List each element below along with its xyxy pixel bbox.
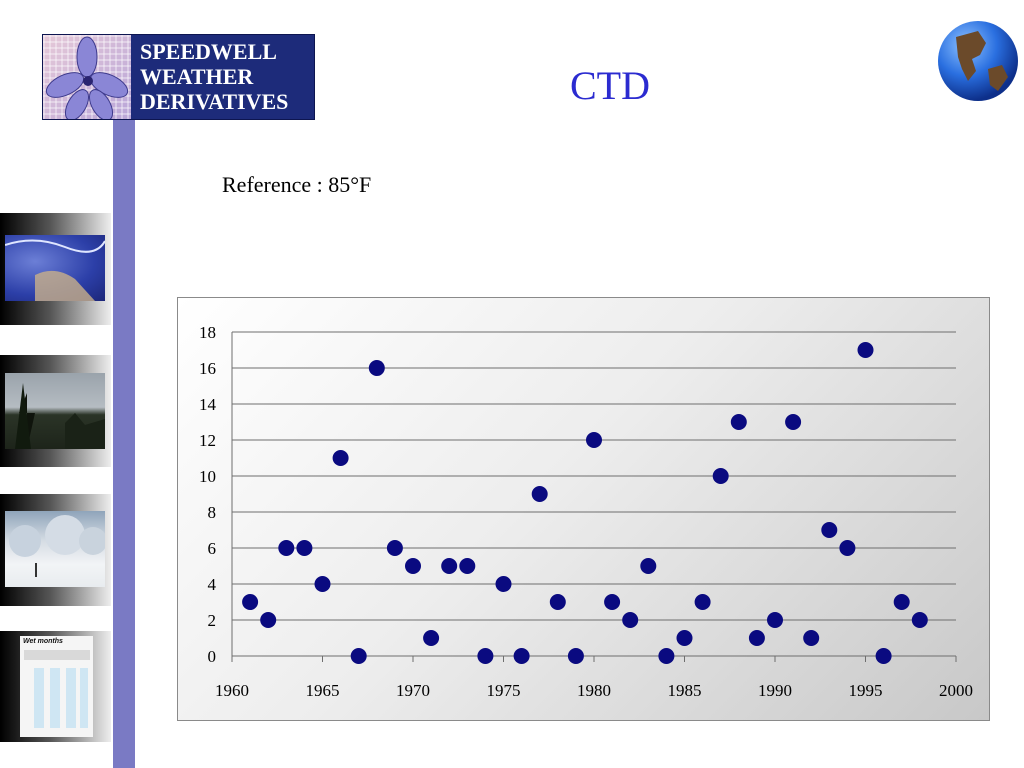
thumbnail-weather-map	[0, 213, 111, 325]
data-point	[423, 630, 440, 646]
y-tick-label: 18	[199, 323, 216, 342]
x-tick-label: 1990	[758, 681, 792, 700]
data-point	[911, 612, 928, 628]
data-point	[767, 612, 783, 628]
x-tick-label: 1970	[396, 681, 430, 700]
data-point	[857, 342, 874, 358]
ctd-scatter-chart: 0 2 4 6 8 10 12 14 16 18 1960 1965 1970 1975 1980 1985 1…	[177, 297, 990, 721]
data-point	[260, 612, 277, 628]
data-point	[658, 648, 675, 664]
data-point	[622, 612, 639, 628]
data-point	[242, 594, 259, 610]
data-point	[893, 594, 910, 610]
data-point	[477, 648, 494, 664]
speedwell-logo: SPEEDWELL WEATHER DERIVATIVES	[42, 34, 315, 120]
thumbnail-forest	[0, 355, 111, 467]
thumbnail-snow	[0, 494, 111, 606]
data-point	[712, 468, 729, 484]
data-point	[730, 414, 747, 430]
x-tick-label: 1965	[306, 681, 340, 700]
y-tick-label: 10	[199, 467, 216, 486]
y-tick-label: 0	[208, 647, 217, 666]
wet-months-infographic-icon: Wet months	[20, 636, 93, 737]
flower-logo-icon	[43, 35, 131, 119]
data-point	[386, 540, 403, 556]
data-point	[441, 558, 458, 574]
weather-map-image-icon	[5, 235, 105, 301]
y-tick-label: 14	[199, 395, 217, 414]
data-point	[549, 594, 566, 610]
data-point	[314, 576, 331, 592]
data-point	[604, 594, 621, 610]
data-point	[640, 558, 657, 574]
y-tick-label: 6	[208, 539, 217, 558]
data-point	[495, 576, 512, 592]
y-tick-label: 8	[208, 503, 217, 522]
accent-sidebar-bar	[113, 120, 135, 768]
data-point	[839, 540, 856, 556]
slide-title: CTD	[570, 63, 650, 108]
data-point	[459, 558, 476, 574]
x-tick-label: 2000	[939, 681, 973, 700]
data-point	[278, 540, 295, 556]
x-tick-label: 1980	[577, 681, 611, 700]
snowy-trees-image-icon	[5, 511, 105, 587]
logo-line-1: SPEEDWELL	[140, 39, 277, 64]
data-point	[875, 648, 892, 664]
wet-months-caption: Wet months	[23, 638, 63, 645]
data-point	[368, 360, 385, 376]
data-point	[821, 522, 838, 538]
data-point	[513, 648, 530, 664]
thumbnail-wet-months: Wet months	[0, 631, 111, 742]
forest-sky-image-icon	[5, 373, 105, 449]
globe-icon	[938, 21, 1018, 101]
data-point	[332, 450, 349, 466]
logo-line-2: WEATHER	[140, 64, 254, 89]
x-tick-label: 1985	[668, 681, 702, 700]
data-point	[296, 540, 313, 556]
data-point	[748, 630, 765, 646]
data-point	[785, 414, 802, 430]
data-point	[405, 558, 421, 574]
logo-line-3: DERIVATIVES	[140, 89, 289, 114]
data-point	[567, 648, 584, 664]
data-point	[803, 630, 820, 646]
y-tick-label: 2	[208, 611, 217, 630]
data-point	[531, 486, 548, 502]
y-tick-label: 16	[199, 359, 216, 378]
data-point	[676, 630, 693, 646]
data-point	[694, 594, 711, 610]
data-point	[586, 432, 602, 448]
y-tick-label: 4	[208, 575, 217, 594]
reference-label: Reference : 85°F	[222, 172, 372, 197]
data-point	[350, 648, 367, 664]
y-tick-label: 12	[199, 431, 216, 450]
chart-plot-area: 0 2 4 6 8 10 12 14 16 18 1960 1965 1970 1975 1980 1985 1…	[199, 323, 973, 700]
logo-wordmark: SPEEDWELL WEATHER DERIVATIVES	[140, 39, 288, 114]
x-tick-label: 1975	[487, 681, 521, 700]
x-tick-label: 1960	[215, 681, 249, 700]
x-tick-label: 1995	[849, 681, 883, 700]
